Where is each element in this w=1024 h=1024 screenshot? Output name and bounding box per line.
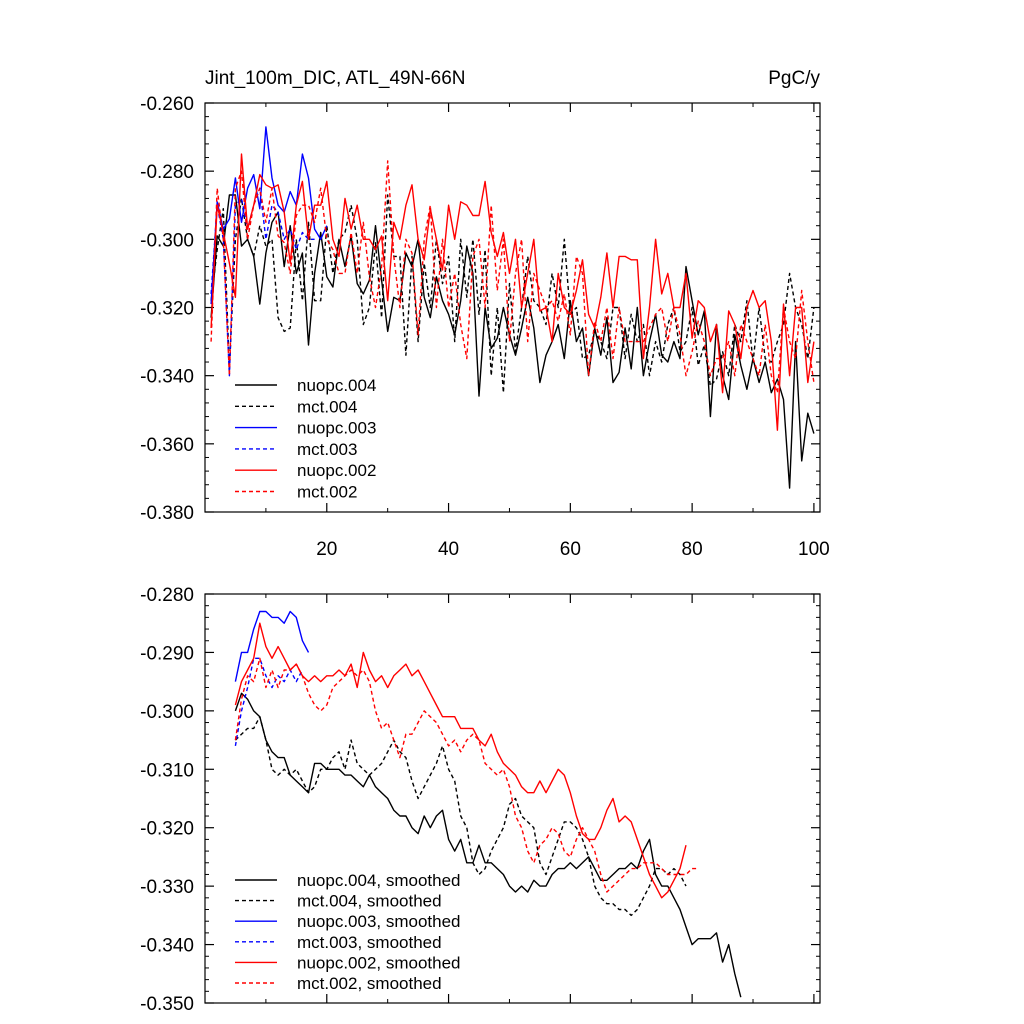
y-tick-label: -0.380 xyxy=(140,503,194,524)
x-tick-label: 20 xyxy=(316,539,337,560)
series-line-mct-003-smoothed xyxy=(234,657,304,747)
series-line-nuopc-002-smoothed xyxy=(234,622,687,899)
figure-title: Jint_100m_DIC, ATL_49N-66N xyxy=(205,68,466,89)
y-tick-label: -0.360 xyxy=(140,435,194,456)
legend-label: nuopc.003, smoothed xyxy=(297,912,461,931)
x-tick-label: 100 xyxy=(798,539,830,560)
plot-frame xyxy=(204,593,821,1004)
series-line-mct-004-smoothed xyxy=(234,716,687,917)
y-tick-label: -0.290 xyxy=(140,643,194,664)
y-tick-label: -0.310 xyxy=(140,760,194,781)
series-line-nuopc-003-smoothed xyxy=(234,610,310,682)
y-tick-label: -0.300 xyxy=(140,702,194,723)
y-tick-label: -0.340 xyxy=(140,367,194,388)
x-tick-label: 60 xyxy=(560,539,581,560)
series-line-nuopc-003 xyxy=(210,126,328,305)
legend-label: nuopc.002 xyxy=(297,461,376,480)
y-tick-label: -0.280 xyxy=(140,585,194,606)
series-line-mct-002 xyxy=(210,160,815,394)
legend-label: mct.004 xyxy=(297,397,357,416)
legend-label: mct.002, smoothed xyxy=(297,974,442,993)
y-tick-label: -0.300 xyxy=(140,230,194,251)
x-tick-label: 40 xyxy=(438,539,459,560)
legend-label: mct.003, smoothed xyxy=(297,933,442,952)
series-line-nuopc-002 xyxy=(210,153,815,431)
series-line-nuopc-004 xyxy=(210,194,815,489)
legend-label: nuopc.004 xyxy=(297,376,376,395)
series-line-nuopc-004-smoothed xyxy=(234,692,742,998)
y-tick-label: -0.280 xyxy=(140,162,194,183)
top-panel: -0.260 -0.280 -0.300 -0.320 -0.340 -0.360 -0.3… xyxy=(140,94,830,560)
y-tick-label: -0.350 xyxy=(140,994,194,1015)
series-line-mct-002-smoothed xyxy=(234,657,699,893)
series-line-mct-004 xyxy=(210,194,815,394)
legend-label: nuopc.002, smoothed xyxy=(297,953,461,972)
legend-label: mct.004, smoothed xyxy=(297,892,442,911)
y-tick-label: -0.330 xyxy=(140,877,194,898)
y-tick-label: -0.320 xyxy=(140,819,194,840)
x-tick-label: 80 xyxy=(682,539,703,560)
legend-label: nuopc.004, smoothed xyxy=(297,871,461,890)
legend-label: mct.002 xyxy=(297,483,357,502)
legend-label: nuopc.003 xyxy=(297,419,376,438)
bottom-panel: -0.280 -0.290 -0.300 -0.310 -0.320 -0.330 -0.3… xyxy=(140,585,821,1015)
units-label: PgC/y xyxy=(768,68,820,89)
series-line-mct-003 xyxy=(210,187,315,377)
y-tick-label: -0.320 xyxy=(140,299,194,320)
y-tick-label: -0.260 xyxy=(140,94,194,115)
y-tick-label: -0.340 xyxy=(140,936,194,957)
legend-label: mct.003 xyxy=(297,440,357,459)
